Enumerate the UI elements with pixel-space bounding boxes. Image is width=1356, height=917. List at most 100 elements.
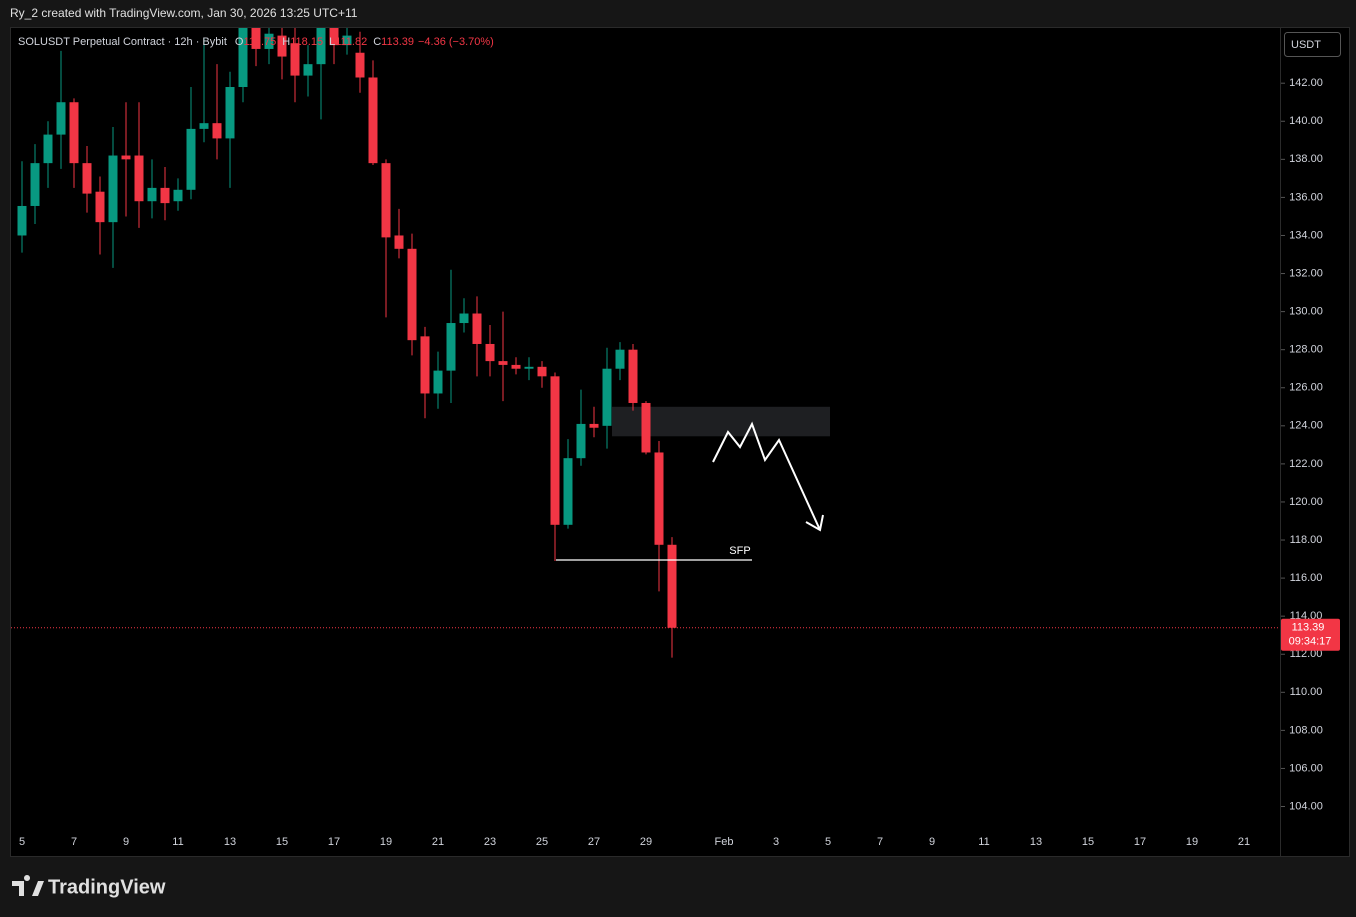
symbol: SOLUSDT Perpetual Contract · 12h · Bybit [18, 36, 227, 48]
y-tick-label: 104.00 [1289, 800, 1323, 812]
candle-body [550, 376, 560, 525]
ohlc-key: O [235, 36, 244, 48]
candle-body [563, 458, 573, 525]
x-tick-label: 13 [1030, 836, 1042, 848]
candle-body [251, 28, 261, 49]
candle-body [459, 313, 469, 324]
y-tick-label: 134.00 [1289, 229, 1323, 241]
candle-body [498, 361, 508, 365]
candle-body [264, 33, 274, 49]
y-tick-label: 124.00 [1289, 420, 1323, 432]
y-tick-label: 122.00 [1289, 458, 1323, 470]
candle-body [121, 155, 131, 160]
x-tick-label: 27 [588, 836, 600, 848]
ohlc-value: 113.39 [381, 36, 414, 48]
x-tick-label: 7 [71, 836, 77, 848]
chart-frame [10, 27, 1350, 857]
candle-body [524, 366, 534, 369]
candle-body [316, 28, 326, 65]
x-tick-label: 17 [328, 836, 340, 848]
x-tick-label: 7 [877, 836, 883, 848]
candle-body [134, 155, 144, 202]
y-tick-label: 116.00 [1290, 572, 1323, 584]
candle-body [394, 235, 404, 249]
candle-body [147, 187, 157, 202]
x-tick-label: 9 [123, 836, 129, 848]
y-tick-label: 138.00 [1289, 153, 1323, 165]
legend: SOLUSDT Perpetual Contract · 12h · Bybit… [18, 36, 494, 48]
y-tick-label: 108.00 [1289, 724, 1323, 736]
last-price-box [1281, 618, 1340, 651]
candle-body [82, 163, 92, 194]
candle-body [485, 343, 495, 362]
candle-body [17, 205, 27, 236]
currency: USDT [1291, 39, 1321, 51]
candle-body [303, 64, 313, 76]
candle-body [628, 349, 638, 403]
x-tick-label: 21 [1238, 836, 1250, 848]
candle-body [433, 370, 443, 394]
candle-body [615, 349, 625, 369]
candle-body [589, 423, 599, 428]
y-tick-label: 128.00 [1289, 344, 1323, 356]
candle-body [43, 134, 53, 164]
y-tick-label: 118.00 [1290, 534, 1323, 546]
change: −4.36 (−3.70%) [418, 36, 494, 48]
candle-body [537, 366, 547, 377]
candle-body [420, 336, 430, 394]
x-tick-label: 5 [19, 836, 25, 848]
candle-body [212, 123, 222, 139]
y-tick-label: 130.00 [1289, 306, 1323, 318]
ohlc-value: 117.75 [243, 36, 276, 48]
x-tick-label: 19 [380, 836, 392, 848]
ohlc-key: C [373, 36, 381, 48]
candle-body [95, 191, 105, 223]
sfp-label: SFP [729, 545, 750, 557]
candle-body [654, 452, 664, 545]
credit: Ry_2 created with TradingView.com, Jan 3… [10, 6, 358, 20]
y-tick-label: 112.00 [1290, 648, 1323, 660]
candle-body [238, 28, 248, 88]
x-tick-label: 5 [825, 836, 831, 848]
candle-body [342, 35, 352, 46]
candle-body [199, 123, 209, 129]
candle-body [173, 189, 183, 202]
candle-body [290, 43, 300, 76]
y-tick-label: 110.00 [1290, 686, 1323, 698]
plot: SFP [17, 28, 830, 658]
candle-body [576, 423, 586, 459]
y-tick-label: 106.00 [1289, 762, 1323, 774]
x-tick-label: 25 [536, 836, 548, 848]
brand-logo [12, 875, 44, 896]
x-tick-label: 29 [640, 836, 652, 848]
candle-body [225, 87, 235, 139]
candle-body [355, 52, 365, 78]
candle-body [446, 323, 456, 371]
candle-body [407, 248, 417, 341]
candle-body [602, 368, 612, 426]
brand: TradingView [48, 876, 166, 898]
x-tick-label: 11 [978, 836, 989, 848]
x-tick-label: 3 [773, 836, 779, 848]
x-tick-label: 15 [276, 836, 288, 848]
candle-body [667, 544, 677, 628]
candle-body [160, 187, 170, 204]
x-tick-label: 9 [929, 836, 935, 848]
currency-button[interactable] [1284, 32, 1341, 57]
countdown: 09:34:17 [1289, 636, 1332, 648]
y-tick-label: 142.00 [1289, 77, 1323, 89]
candle-body [30, 163, 40, 206]
ohlc-value: 111.82 [335, 36, 367, 48]
x-tick-label: 15 [1082, 836, 1094, 848]
candle-body [472, 313, 482, 344]
x-tick-label: 21 [432, 836, 444, 848]
candle-body [381, 163, 391, 238]
y-tick-label: 136.00 [1289, 191, 1323, 203]
y-tick-label: 140.00 [1289, 115, 1323, 127]
last-price: 113.39 [1292, 622, 1325, 634]
candle-body [277, 35, 287, 57]
candle-body [186, 128, 196, 190]
ohlc-key: H [282, 36, 290, 48]
candle-body [511, 364, 521, 369]
